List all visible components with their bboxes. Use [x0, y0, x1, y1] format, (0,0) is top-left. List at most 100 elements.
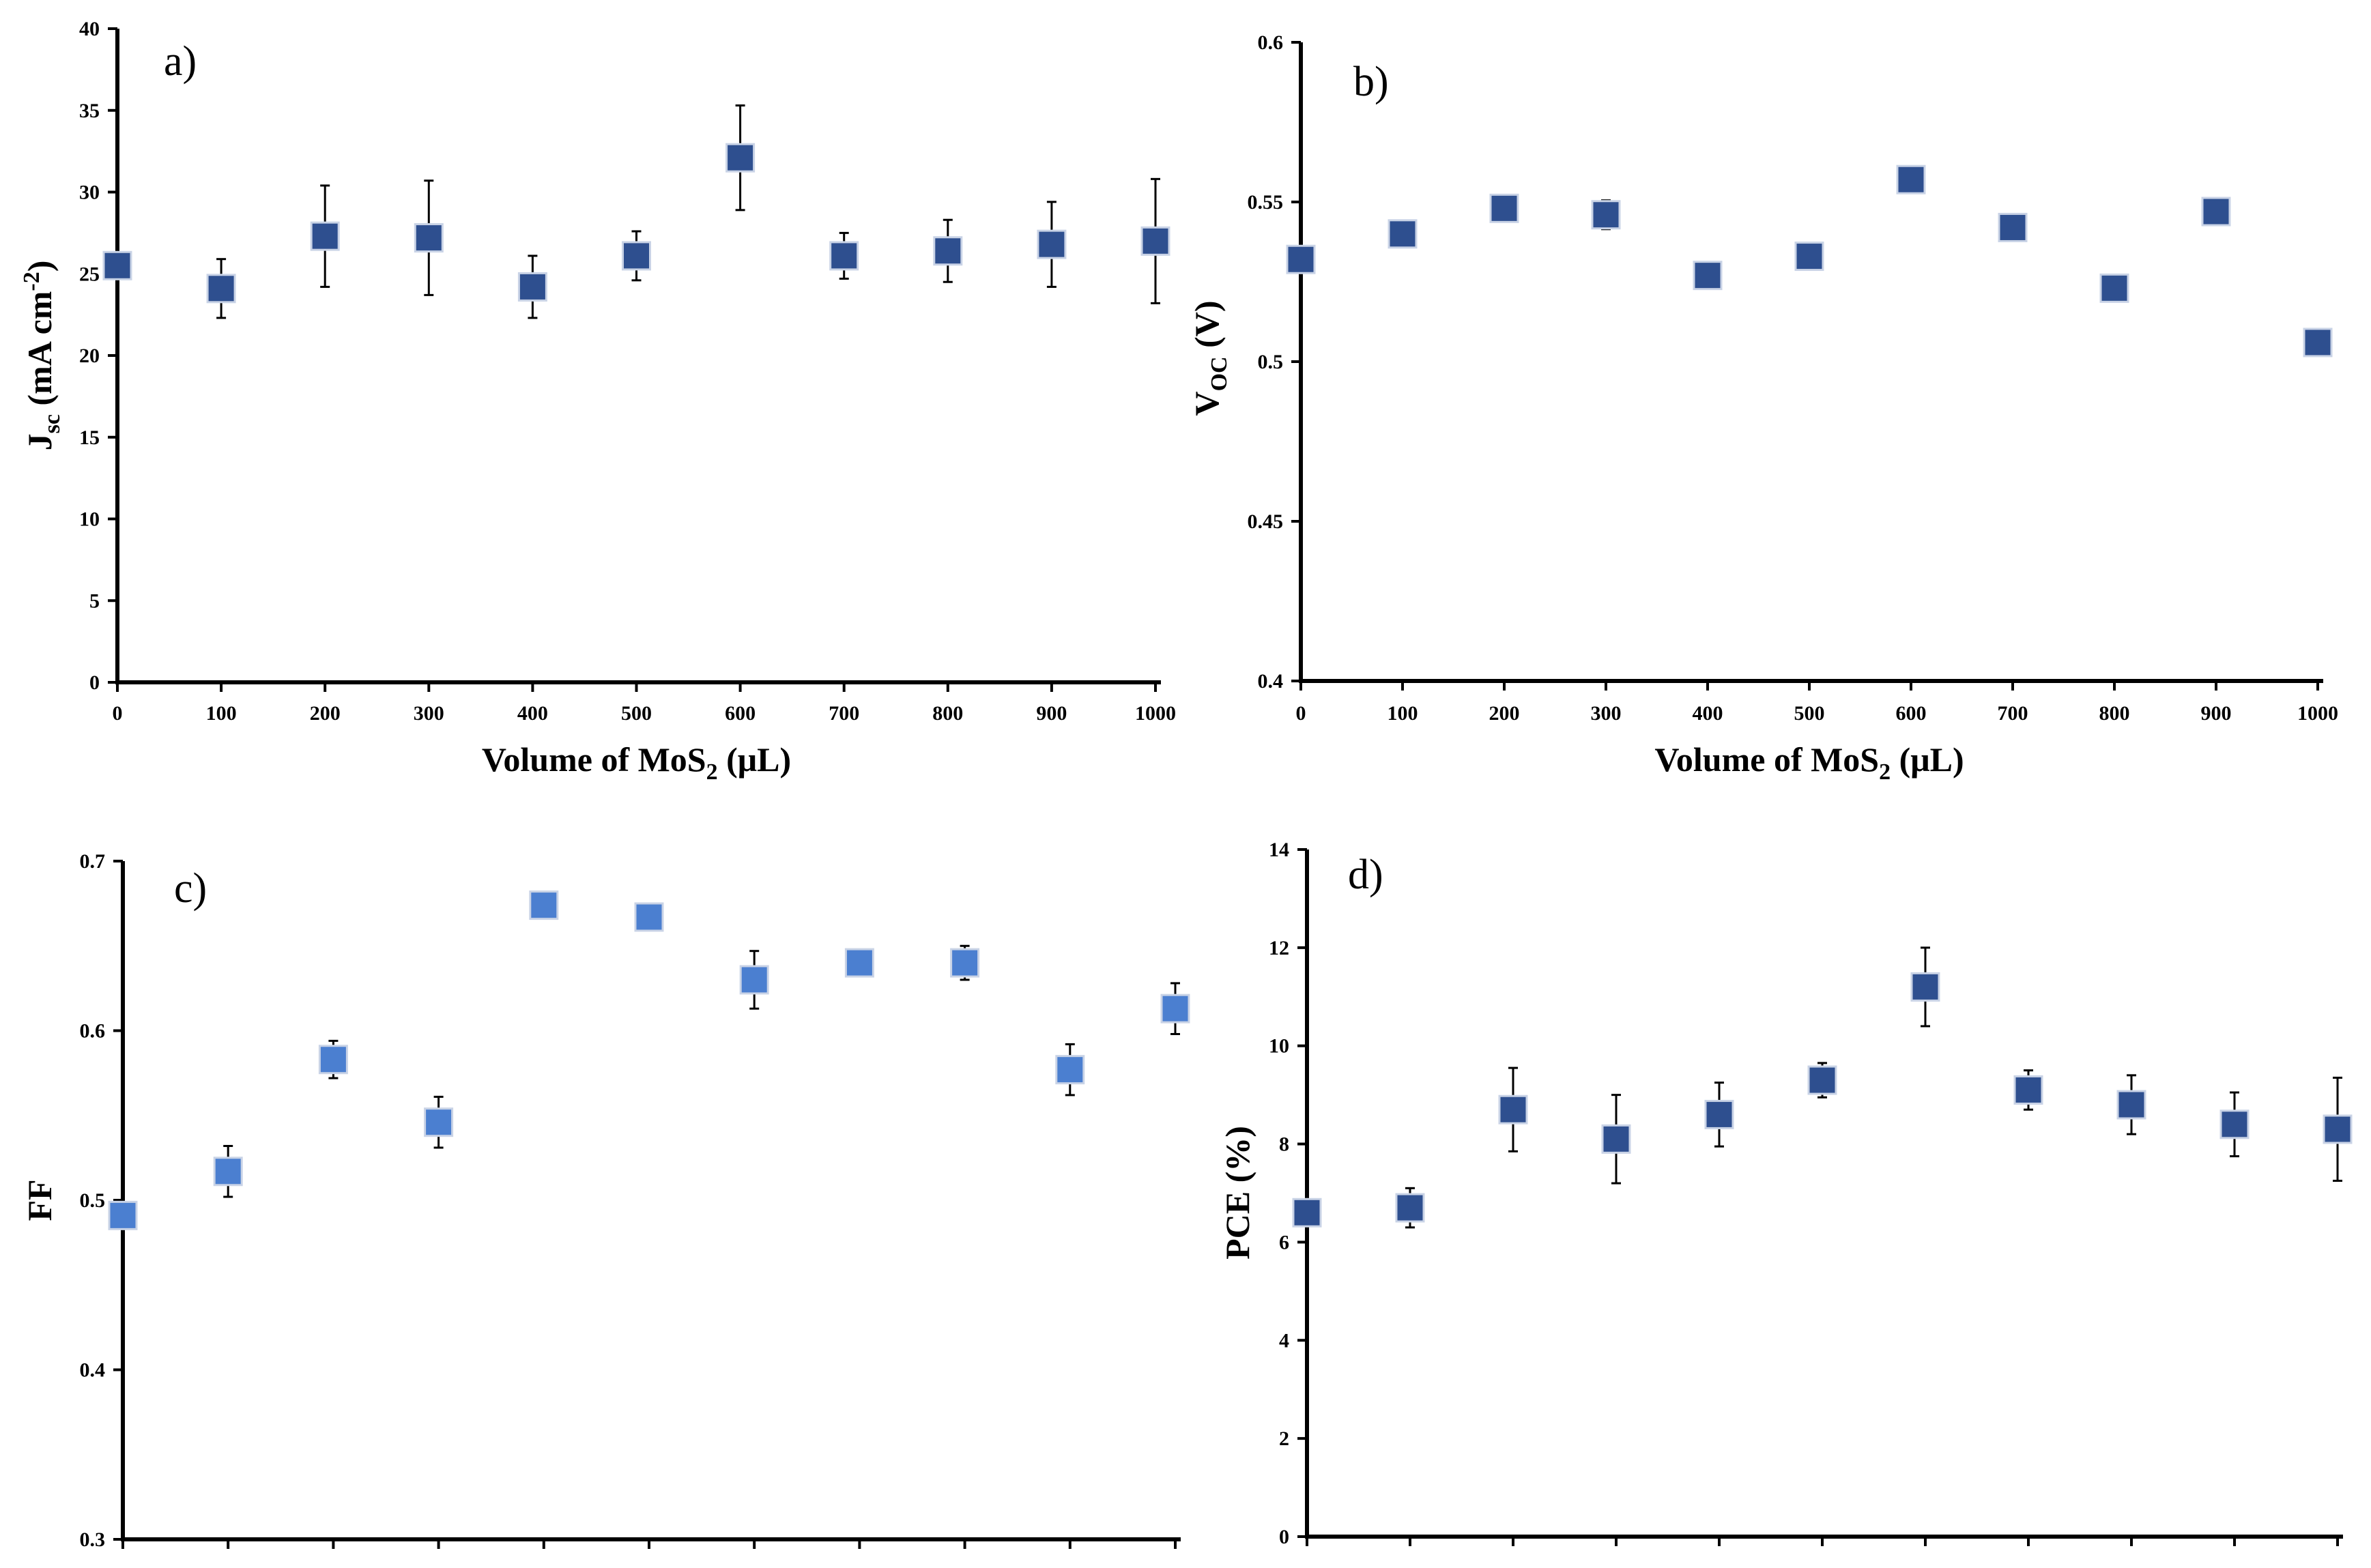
chart-panel-b: 0.4 0.45 0.5 0.55 0.6 0 100 200 300 400 500 600 700 8… — [1188, 31, 2338, 785]
y-tick-label: 40 — [79, 18, 100, 40]
y-axis-title: FF — [20, 1179, 59, 1221]
x-tick-label: 0 — [1296, 702, 1306, 725]
data-point — [2323, 1114, 2353, 1144]
panel-label: c) — [174, 865, 207, 912]
data-point — [933, 236, 963, 266]
data-point — [108, 1200, 138, 1230]
data-point — [1292, 1197, 1322, 1228]
data-point — [1395, 1193, 1425, 1223]
y-tick-label: 5 — [89, 590, 100, 612]
x-tick-label: 200 — [310, 702, 341, 725]
data-point — [1591, 200, 1621, 230]
x-tick-label: 900 — [2201, 702, 2232, 725]
x-tick-label: 300 — [414, 702, 444, 725]
y-tick-label: 35 — [79, 100, 100, 122]
data-point — [1140, 226, 1170, 256]
chart-panel-c: 0.3 0.4 0.5 0.6 0.7 FF c) — [20, 850, 1190, 1551]
data-point — [1896, 164, 1926, 194]
y-tick-label: 0 — [89, 671, 100, 694]
x-tick-label: 600 — [725, 702, 756, 725]
data-point — [829, 241, 859, 271]
data-point — [1286, 244, 1316, 274]
x-tick-label: 200 — [1489, 702, 1520, 725]
data-point — [2303, 328, 2333, 358]
y-tick-label: 0.4 — [1258, 670, 1284, 693]
data-point — [844, 948, 874, 978]
data-point — [2201, 197, 2231, 227]
data-point — [310, 221, 340, 251]
x-tick-label: 800 — [932, 702, 963, 725]
x-tick-label: 600 — [1896, 702, 1927, 725]
y-tick-label: 20 — [79, 345, 100, 367]
y-tick-label: 0.5 — [80, 1189, 106, 1212]
y-tick-label: 10 — [1269, 1035, 1289, 1058]
x-tick-label: 100 — [1388, 702, 1418, 725]
panel-label: d) — [1348, 852, 1383, 898]
data-point — [2099, 273, 2129, 303]
x-tick-label: 700 — [829, 702, 859, 725]
y-tick-label: 30 — [79, 182, 100, 204]
y-tick-label: 2 — [1279, 1427, 1289, 1450]
x-tick-label: 0 — [113, 702, 123, 725]
y-tick-label: 0.4 — [80, 1359, 106, 1382]
chart-panel-d: 0 2 4 6 8 10 12 14 PCE (%) d) — [1218, 839, 2353, 1548]
x-tick-label: 500 — [1794, 702, 1825, 725]
y-tick-label: 0.55 — [1248, 191, 1284, 214]
y-tick-label: 10 — [79, 508, 100, 531]
panel-label: a) — [164, 38, 197, 85]
x-tick-label: 800 — [2099, 702, 2130, 725]
data-point — [1037, 229, 1067, 259]
data-point — [634, 902, 664, 932]
y-tick-label: 0.6 — [80, 1020, 106, 1043]
x-axis-title: Volume of MoS2 (μL) — [482, 740, 791, 785]
data-point — [1055, 1055, 1085, 1085]
data-point — [1693, 261, 1723, 291]
x-tick-label: 900 — [1036, 702, 1067, 725]
x-tick-label: 300 — [1591, 702, 1622, 725]
data-point — [1388, 219, 1418, 249]
data-point — [1704, 1099, 1734, 1129]
x-tick-label: 700 — [1998, 702, 2028, 725]
x-tick-label: 100 — [206, 702, 237, 725]
data-point — [2013, 1075, 2043, 1105]
data-point — [739, 965, 769, 995]
data-point — [213, 1157, 243, 1187]
data-point — [622, 241, 651, 271]
y-tick-label: 25 — [79, 263, 100, 285]
y-tick-label: 8 — [1279, 1133, 1289, 1156]
y-axis-title: Jsc (mA cm-2) — [19, 261, 65, 451]
y-tick-label: 0.6 — [1258, 31, 1284, 54]
y-axis-title: PCE (%) — [1218, 1126, 1256, 1260]
data-point — [1601, 1124, 1631, 1154]
data-point — [529, 890, 559, 920]
data-point — [1498, 1094, 1528, 1124]
data-point — [1807, 1065, 1837, 1095]
data-point — [1910, 972, 1940, 1002]
data-point — [725, 143, 756, 173]
y-tick-label: 6 — [1279, 1231, 1289, 1253]
data-point — [102, 250, 132, 280]
y-tick-label: 4 — [1279, 1329, 1289, 1352]
data-point — [414, 223, 444, 253]
x-tick-label: 1000 — [2297, 702, 2338, 725]
y-tick-label: 14 — [1269, 839, 1289, 861]
y-tick-label: 12 — [1269, 937, 1289, 959]
data-point — [1794, 242, 1824, 272]
data-point — [950, 948, 980, 978]
y-tick-label: 0.3 — [80, 1528, 106, 1551]
data-point — [517, 272, 547, 302]
data-point — [2219, 1109, 2250, 1139]
x-axis-title: Volume of MoS2 (μL) — [1654, 740, 1964, 785]
x-tick-label: 500 — [621, 702, 652, 725]
data-point — [206, 274, 236, 304]
data-point — [1160, 993, 1190, 1023]
y-tick-label: 0 — [1279, 1526, 1289, 1548]
x-tick-label: 400 — [1693, 702, 1723, 725]
data-point — [1998, 212, 2028, 242]
y-tick-label: 0.7 — [80, 850, 106, 873]
panel-label: b) — [1353, 59, 1389, 105]
y-axis-title: VOC (V) — [1188, 300, 1232, 416]
y-tick-label: 15 — [79, 426, 100, 449]
